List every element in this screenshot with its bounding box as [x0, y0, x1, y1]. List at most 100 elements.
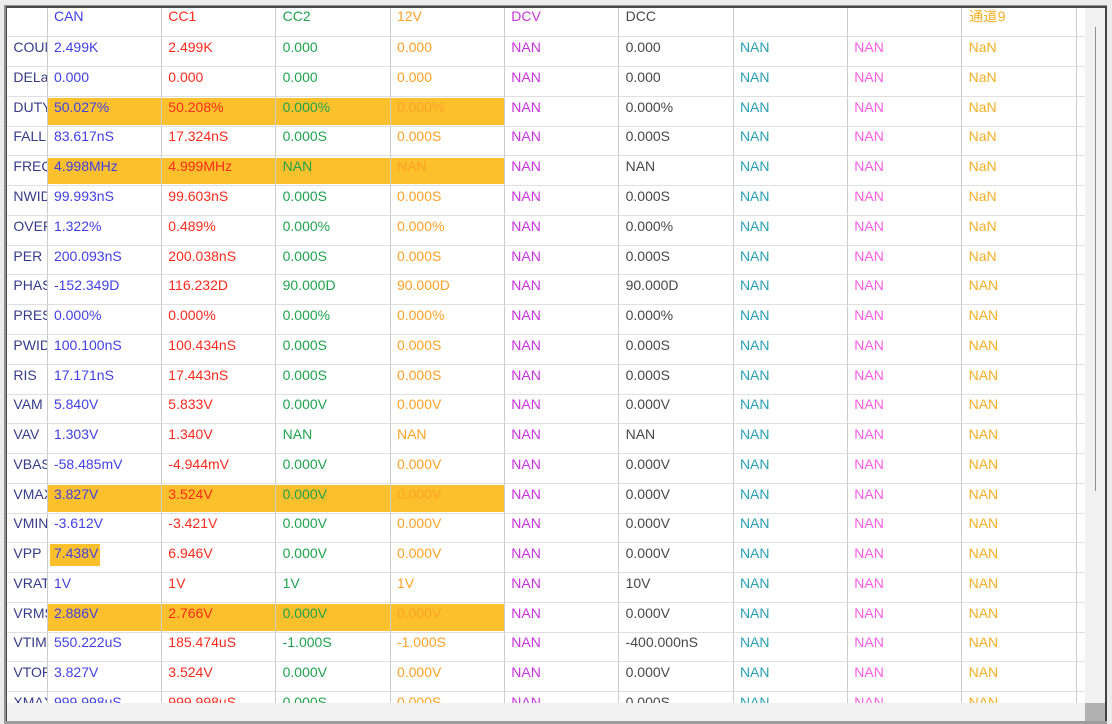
cell-PREShoot-通道9[interactable]: NAN [962, 305, 1077, 336]
cell-VRATio-CAN[interactable]: 1V [47, 573, 163, 603]
cell-OVERshoot-col8[interactable]: NAN [848, 215, 963, 246]
cell-OVERshoot-12V[interactable]: 0.000% [390, 215, 506, 246]
cell-PREShoot-CC2[interactable]: 0.000% [276, 305, 391, 336]
cell-PREShoot-CAN[interactable]: 0.000% [47, 305, 163, 336]
cell-VAV-通道9[interactable]: NAN [962, 424, 1077, 455]
cell-PREShoot-DCC[interactable]: 0.000% [619, 305, 734, 336]
cell-PWIDth-DCV[interactable]: NAN [505, 335, 620, 365]
cell-VPP-DCC[interactable]: 0.000V [619, 543, 734, 574]
cell-VBASe-col7[interactable]: NAN [733, 454, 849, 484]
cell-VRMS-CC1[interactable]: 2.766V [162, 602, 277, 633]
cell-COUNT-col8[interactable]: NAN [848, 37, 963, 68]
cell-NWIDth-CAN[interactable]: 99.993nS [47, 186, 163, 216]
cell-VTOP-CC2[interactable]: 0.000V [276, 662, 391, 693]
row-label-RIS[interactable]: RIS [7, 364, 48, 395]
cell-VAV-DCV[interactable]: NAN [505, 424, 620, 455]
row-label-PWIDth[interactable]: PWIDth [7, 335, 48, 365]
cell-NWIDth-DCV[interactable]: NAN [505, 186, 620, 216]
row-label-VMIN[interactable]: VMIN [7, 513, 48, 544]
cell-FREQ-col7[interactable]: NAN [733, 156, 849, 187]
cell-VTIMe-CAN[interactable]: 550.222uS [47, 632, 163, 663]
cell-XMAX-12V[interactable]: 0.000S [391, 692, 506, 703]
row-label-VMAX[interactable]: VMAX [7, 483, 48, 514]
cell-PER-col8[interactable]: NAN [848, 245, 963, 276]
cell-VMAX-CAN[interactable]: 3.827V [47, 483, 163, 514]
cell-VRATio-col7[interactable]: NAN [733, 573, 849, 603]
row-label-DELay[interactable]: DELay [7, 67, 48, 97]
vertical-scrollbar-thumb[interactable] [1094, 27, 1097, 492]
cell-VRATio-通道9[interactable]: NAN [962, 573, 1077, 603]
cell-PHASE-通道9[interactable]: NAN [962, 275, 1077, 306]
cell-XMAX-CAN[interactable]: 999.998uS [48, 692, 163, 703]
row-label-PER[interactable]: PER [7, 245, 48, 276]
cell-VTIMe-CC1[interactable]: 185.474uS [162, 632, 277, 663]
cell-VBASe-12V[interactable]: 0.000V [390, 454, 506, 484]
cell-VAM-12V[interactable]: 0.000V [390, 394, 506, 425]
cell-VTIMe-DCC[interactable]: -400.000nS [619, 632, 734, 663]
cell-XMAX-通道9[interactable]: NAN [962, 692, 1077, 703]
cell-DELay-col7[interactable]: NAN [733, 67, 849, 97]
cell-VBASe-DCV[interactable]: NAN [505, 454, 620, 484]
cell-VTIMe-DCV[interactable]: NAN [505, 632, 620, 663]
cell-FALL-DCV[interactable]: NAN [505, 126, 620, 157]
cell-DELay-CC1[interactable]: 0.000 [162, 67, 277, 97]
cell-VMAX-DCV[interactable]: NAN [505, 483, 620, 514]
cell-VAM-col7[interactable]: NAN [733, 394, 849, 425]
cell-PHASE-DCV[interactable]: NAN [505, 275, 620, 306]
cell-VRATio-12V[interactable]: 1V [390, 573, 506, 603]
cell-VRMS-CAN[interactable]: 2.886V [47, 602, 163, 633]
cell-VBASe-CC2[interactable]: 0.000V [276, 454, 391, 484]
cell-FALL-col8[interactable]: NAN [848, 126, 963, 157]
cell-VBASe-通道9[interactable]: NAN [962, 454, 1077, 484]
cell-VAV-CC1[interactable]: 1.340V [162, 424, 277, 455]
cell-VPP-通道9[interactable]: NAN [962, 543, 1077, 574]
cell-VBASe-col8[interactable]: NAN [848, 454, 963, 484]
row-label-DUTY[interactable]: DUTY [7, 96, 48, 127]
cell-PER-CC2[interactable]: 0.000S [276, 245, 391, 276]
cell-COUNT-12V[interactable]: 0.000 [390, 37, 506, 68]
cell-COUNT-DCC[interactable]: 0.000 [619, 37, 734, 68]
cell-VMIN-DCC[interactable]: 0.000V [619, 513, 734, 544]
cell-VRMS-通道9[interactable]: NAN [962, 602, 1077, 633]
cell-VRMS-12V[interactable]: 0.000V [390, 602, 506, 633]
cell-VRMS-DCV[interactable]: NAN [505, 602, 620, 633]
cell-PWIDth-CAN[interactable]: 100.100nS [47, 335, 163, 365]
cell-XMAX-CC1[interactable]: 999.998uS [162, 692, 277, 703]
cell-PHASE-CC1[interactable]: 116.232D [162, 275, 277, 306]
cell-XMAX-CC2[interactable]: 0.000S [276, 692, 391, 703]
cell-VRATio-DCV[interactable]: NAN [505, 573, 620, 603]
cell-DUTY-通道9[interactable]: NaN [962, 96, 1077, 127]
row-label-FALL[interactable]: FALL [7, 126, 48, 157]
cell-DELay-DCV[interactable]: NAN [505, 67, 620, 97]
cell-OVERshoot-DCV[interactable]: NAN [505, 215, 620, 246]
cell-VTOP-CAN[interactable]: 3.827V [47, 662, 163, 693]
row-label-VRMS[interactable]: VRMS [7, 602, 48, 633]
cell-OVERshoot-DCC[interactable]: 0.000% [619, 215, 734, 246]
cell-VMAX-col8[interactable]: NAN [848, 483, 963, 514]
cell-VPP-col8[interactable]: NAN [848, 543, 963, 574]
cell-PHASE-col7[interactable]: NAN [733, 275, 849, 306]
cell-PHASE-CAN[interactable]: -152.349D [47, 275, 163, 306]
cell-VAM-col8[interactable]: NAN [848, 394, 963, 425]
cell-NWIDth-DCC[interactable]: 0.000S [619, 186, 734, 216]
cell-VTOP-DCV[interactable]: NAN [505, 662, 620, 693]
cell-VMIN-CC1[interactable]: -3.421V [162, 513, 277, 544]
cell-RIS-通道9[interactable]: NAN [962, 364, 1077, 395]
cell-PREShoot-CC1[interactable]: 0.000% [162, 305, 277, 336]
cell-VTOP-col8[interactable]: NAN [848, 662, 963, 693]
cell-DUTY-DCV[interactable]: NAN [505, 96, 620, 127]
cell-PHASE-12V[interactable]: 90.000D [390, 275, 506, 306]
cell-PER-通道9[interactable]: NaN [962, 245, 1077, 276]
cell-PWIDth-12V[interactable]: 0.000S [390, 335, 506, 365]
cell-RIS-col8[interactable]: NAN [848, 364, 963, 395]
cell-OVERshoot-CC2[interactable]: 0.000% [276, 215, 391, 246]
row-label-VAM[interactable]: VAM [7, 394, 48, 425]
cell-PREShoot-col8[interactable]: NAN [848, 305, 963, 336]
cell-RIS-CC2[interactable]: 0.000S [276, 364, 391, 395]
cell-FREQ-CC2[interactable]: NAN [276, 156, 391, 187]
cell-PWIDth-CC2[interactable]: 0.000S [276, 335, 391, 365]
cell-FREQ-12V[interactable]: NAN [390, 156, 506, 187]
cell-PWIDth-col7[interactable]: NAN [733, 335, 849, 365]
cell-VMAX-col7[interactable]: NAN [733, 483, 849, 514]
row-label-PHASE[interactable]: PHASE [7, 275, 48, 306]
